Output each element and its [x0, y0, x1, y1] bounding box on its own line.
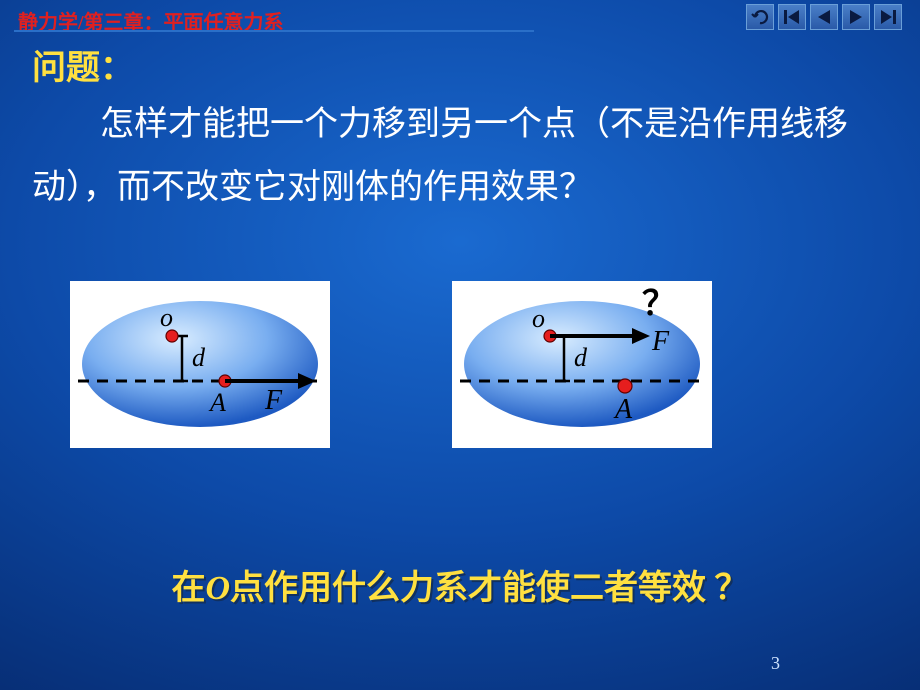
question-body: 怎样才能把一个力移到另一个点（不是沿作用线移动），而不改变它对刚体的作用效果？ — [32, 94, 890, 220]
nav-bar — [746, 4, 902, 30]
svg-text:o: o — [532, 304, 545, 333]
diagram-right: d o F ？ A — [452, 281, 712, 448]
svg-text:F: F — [651, 326, 670, 357]
prev-icon[interactable] — [810, 4, 838, 30]
first-icon[interactable] — [778, 4, 806, 30]
svg-text:F: F — [264, 385, 283, 416]
page-number: 3 — [771, 653, 780, 674]
last-icon[interactable] — [874, 4, 902, 30]
svg-text:A: A — [208, 388, 226, 417]
header-divider — [14, 30, 534, 32]
next-icon[interactable] — [842, 4, 870, 30]
bottom-pre: 在 — [171, 570, 205, 607]
svg-text:A: A — [613, 394, 633, 425]
svg-text:d: d — [574, 343, 588, 372]
bottom-post: 点作用什么力系才能使二者等效 ？ — [230, 570, 749, 607]
return-icon[interactable] — [746, 4, 774, 30]
diagram-left: d o A F — [70, 281, 330, 448]
bottom-question: 在O点作用什么力系才能使二者等效 ？ — [0, 560, 920, 609]
svg-text:d: d — [192, 343, 206, 372]
svg-text:o: o — [160, 303, 173, 332]
bottom-o: O — [205, 570, 230, 607]
svg-text:？: ？ — [642, 286, 676, 323]
question-title: 问题： — [32, 40, 134, 89]
